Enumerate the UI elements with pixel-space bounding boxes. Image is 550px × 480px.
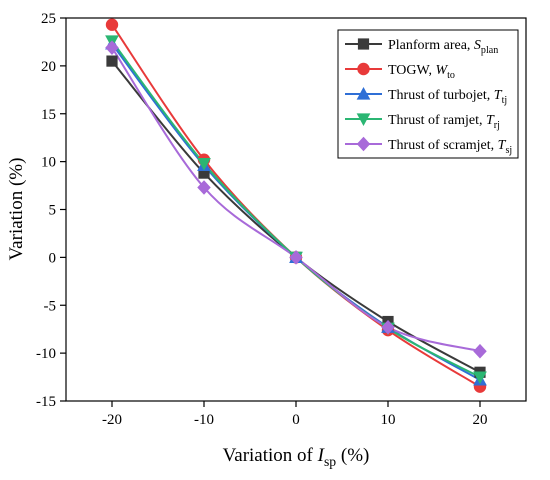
y-tick-label: -10 (36, 346, 56, 362)
legend-entry: Planform area, Splan (388, 38, 498, 56)
x-axis-title-symbol: I (317, 445, 326, 466)
data-point-4 (381, 319, 395, 335)
data-point-4 (197, 180, 211, 195)
legend-entry-symbol: T (498, 138, 507, 153)
x-tick-label: 20 (473, 412, 488, 428)
data-point-4 (473, 343, 487, 359)
legend-entry: Thrust of ramjet, Trj (388, 113, 500, 131)
legend-entry-sub: sj (505, 145, 512, 156)
legend-entry: TOGW, Wto (388, 63, 455, 81)
legend-entry-sub: tj (502, 95, 508, 106)
x-axis-title-main: Variation of (223, 445, 318, 466)
x-tick-label: 0 (292, 412, 300, 428)
y-tick-label: 15 (41, 107, 56, 123)
legend-entry-symbol: T (494, 88, 503, 103)
y-axis-title: Variation (%) (6, 158, 27, 261)
x-axis-title-suffix: (%) (336, 445, 369, 466)
series-markers (105, 18, 487, 393)
legend: Planform area, Splan TOGW, Wto Thrust of t… (337, 29, 519, 159)
legend-entry-sub: plan (481, 45, 498, 56)
legend-marker (357, 62, 370, 76)
x-axis-title: Variation of Isp (%) (223, 445, 370, 469)
x-tick-label: -20 (102, 412, 122, 428)
x-tick-label: -10 (194, 412, 214, 428)
legend-entry-name: Thrust of turbojet, (388, 88, 494, 103)
legend-entry: Thrust of scramjet, Tsj (388, 138, 512, 156)
legend-entry-name: Thrust of ramjet, (388, 113, 486, 128)
y-tick-label: 20 (41, 59, 56, 75)
data-point-1 (105, 18, 119, 31)
legend-entries: Planform area, Splan TOGW, Wto Thrust of t… (345, 38, 512, 156)
legend-marker (356, 136, 371, 152)
y-axis-ticks: -15 -10 -5 0 5 10 15 20 25 (36, 11, 66, 410)
y-tick-label: 10 (41, 155, 56, 171)
x-axis-title-sub: sp (324, 454, 336, 469)
legend-entry-name: Thrust of scramjet, (388, 138, 498, 153)
x-tick-label: 10 (381, 412, 396, 428)
data-point-0 (106, 55, 118, 67)
legend-entry-symbol: S (474, 38, 481, 53)
data-point-4 (105, 40, 119, 55)
data-point-3 (197, 157, 211, 171)
data-point-4 (289, 250, 303, 265)
legend-entry-symbol: T (486, 113, 495, 128)
y-tick-label: -5 (44, 298, 57, 314)
legend-entry: Thrust of turbojet, Ttj (388, 88, 507, 106)
legend-entry-sub: to (447, 70, 455, 81)
legend-marker (356, 86, 371, 100)
data-point-3 (473, 371, 487, 385)
legend-entry-name: Planform area, (388, 38, 474, 53)
y-tick-label: 0 (49, 250, 57, 266)
legend-marker (357, 38, 370, 50)
legend-marker (356, 113, 371, 127)
x-axis-ticks: -20 -10 0 10 20 (102, 401, 488, 428)
legend-entry-sub: rj (494, 120, 500, 131)
legend-entry-symbol: W (435, 63, 448, 78)
y-tick-label: -15 (36, 394, 56, 410)
legend-entry-name: TOGW, (388, 63, 435, 78)
y-tick-label: 25 (41, 11, 56, 27)
y-tick-label: 5 (49, 203, 57, 219)
